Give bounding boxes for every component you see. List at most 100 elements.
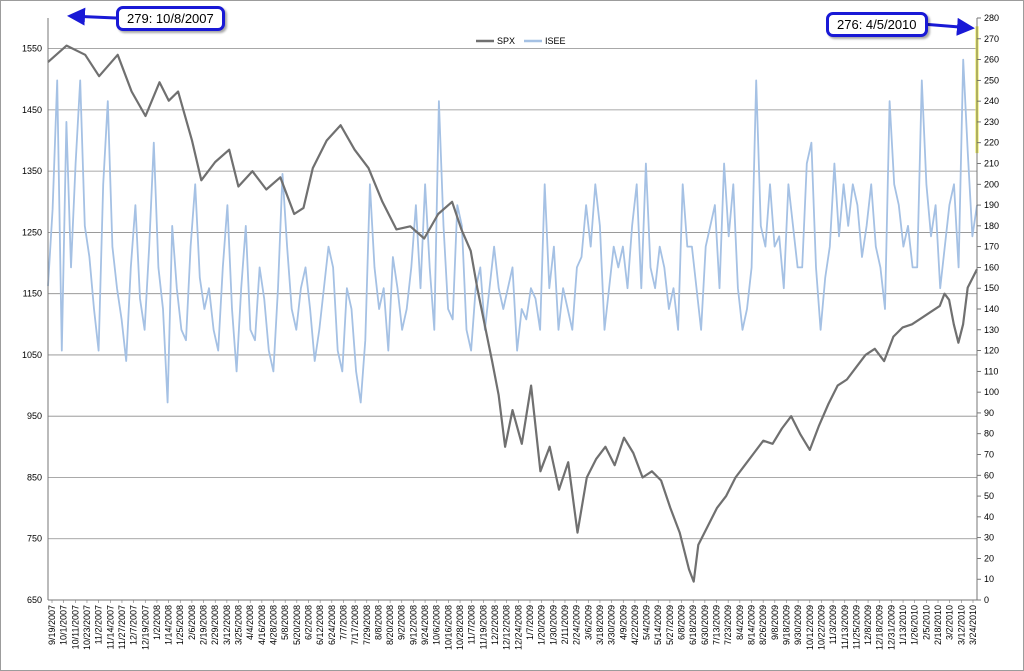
y-right-tick-label: 10	[984, 574, 994, 584]
x-tick-label: 10/11/2007	[70, 605, 80, 649]
y-left-tick-label: 950	[27, 411, 42, 421]
x-tick-label: 6/8/2009	[677, 605, 687, 640]
y-right-tick-label: 190	[984, 200, 999, 210]
x-tick-label: 12/31/2009	[886, 605, 896, 650]
series-layer	[47, 44, 978, 583]
x-tick-label: 10/28/2008	[455, 605, 465, 650]
y-right-tick-label: 270	[984, 34, 999, 44]
x-tick-label: 2/24/2009	[572, 605, 582, 645]
y-right-tick-label: 70	[984, 450, 994, 460]
x-tick-label: 10/12/2009	[805, 605, 815, 650]
y-right-tick-label: 150	[984, 283, 999, 293]
x-tick-label: 10/22/2009	[816, 605, 826, 650]
x-tick-label: 8/26/2009	[758, 605, 768, 645]
x-tick-label: 12/19/2007	[140, 605, 150, 650]
y-right-tick-label: 60	[984, 470, 994, 480]
x-tick-label: 10/1/2007	[59, 605, 69, 645]
x-tick-label: 9/24/2008	[420, 605, 430, 645]
annotation-callout-start: 279: 10/8/2007	[116, 6, 225, 31]
x-tick-label: 4/28/2008	[269, 605, 279, 645]
x-tick-label: 10/16/2008	[443, 605, 453, 650]
x-tick-label: 5/27/2009	[665, 605, 675, 645]
x-tick-label: 11/27/2007	[117, 605, 127, 649]
y-right-tick-label: 40	[984, 512, 994, 522]
x-tick-label: 12/2/2008	[490, 605, 500, 645]
y-right-tick-label: 220	[984, 138, 999, 148]
x-tick-label: 2/6/2008	[187, 605, 197, 640]
x-tick-label: 12/8/2009	[863, 605, 873, 645]
y-right-tick-label: 240	[984, 96, 999, 106]
x-tick-label: 1/30/2009	[548, 605, 558, 645]
x-tick-label: 1/26/2010	[910, 605, 920, 645]
x-tick-label: 5/8/2008	[280, 605, 290, 640]
x-tick-label: 3/24/2010	[968, 605, 978, 645]
x-tick-label: 11/25/2009	[851, 605, 861, 649]
x-tick-label: 9/2/2008	[397, 605, 407, 640]
y-right-tick-label: 200	[984, 179, 999, 189]
x-tick-label: 10/23/2007	[82, 605, 92, 650]
y-right-tick-label: 120	[984, 346, 999, 356]
x-tick-label: 8/20/2008	[385, 605, 395, 645]
x-tick-label: 1/2/2008	[152, 605, 162, 640]
y-left-tick-label: 1050	[22, 350, 42, 360]
x-tick-label: 11/2/2007	[94, 605, 104, 644]
x-tick-label: 1/25/2008	[175, 605, 185, 645]
y-right-tick-label: 280	[984, 13, 999, 23]
x-tick-label: 4/16/2008	[257, 605, 267, 645]
y-left-tick-label: 1550	[22, 44, 42, 54]
x-tick-label: 1/14/2008	[164, 605, 174, 645]
y-left-tick-label: 1250	[22, 227, 42, 237]
x-tick-label: 11/13/2009	[840, 605, 850, 649]
y-right-tick-label: 110	[984, 366, 998, 376]
x-tick-label: 9/30/2009	[793, 605, 803, 645]
x-tick-label: 3/6/2009	[583, 605, 593, 640]
x-tick-label: 3/25/2008	[234, 605, 244, 645]
y-left-tick-label: 1350	[22, 166, 42, 176]
x-tick-label: 6/2/2008	[303, 605, 313, 640]
x-tick-label: 8/4/2009	[735, 605, 745, 640]
annotation-arrows	[67, 7, 975, 36]
x-tick-label: 9/8/2009	[770, 605, 780, 640]
x-tick-label: 5/14/2009	[653, 605, 663, 645]
y-right-tick-label: 30	[984, 533, 994, 543]
x-tick-label: 1/7/2009	[525, 605, 535, 640]
axes: 650 750 850 950 1050 1150 1250 1350 1450 1550 0 10 2…	[22, 13, 999, 650]
x-tick-label: 12/7/2007	[129, 605, 139, 645]
x-tick-label: 3/30/2009	[607, 605, 617, 645]
x-tick-label: 6/30/2009	[700, 605, 710, 645]
legend-label-spx: SPX	[497, 36, 515, 46]
x-tick-label: 8/8/2008	[373, 605, 383, 640]
legend: SPX ISEE	[476, 36, 566, 46]
x-tick-label: 1/20/2009	[537, 605, 547, 645]
y-left-tick-label: 1450	[22, 105, 42, 115]
legend-label-isee: ISEE	[545, 36, 566, 46]
x-tick-label: 7/7/2008	[338, 605, 348, 640]
x-tick-label: 11/3/2009	[828, 605, 838, 644]
x-tick-label: 12/24/2008	[513, 605, 523, 650]
x-tick-label: 6/12/2008	[315, 605, 325, 645]
y-right-tick-label: 180	[984, 221, 999, 231]
x-tick-label: 2/18/2010	[933, 605, 943, 645]
y-left-tick-label: 650	[27, 595, 42, 605]
x-tick-label: 3/18/2009	[595, 605, 605, 645]
y-left-tick-label: 850	[27, 472, 42, 482]
x-tick-label: 6/18/2009	[688, 605, 698, 645]
y-right-tick-label: 100	[984, 387, 999, 397]
arrow-end	[921, 17, 975, 36]
x-tick-label: 7/13/2009	[712, 605, 722, 645]
series-line-isee	[47, 58, 978, 404]
y-left-tick-label: 750	[27, 534, 42, 544]
y-right-tick-label: 230	[984, 117, 999, 127]
y-right-tick-label: 250	[984, 75, 999, 85]
x-tick-label: 9/19/2007	[47, 605, 57, 645]
x-tick-label: 8/14/2009	[746, 605, 756, 645]
x-tick-label: 12/18/2009	[875, 605, 885, 650]
x-tick-label: 2/29/2008	[210, 605, 220, 645]
x-tick-label: 12/12/2008	[502, 605, 512, 650]
x-tick-label: 4/22/2009	[630, 605, 640, 645]
x-tick-label: 7/29/2008	[362, 605, 372, 645]
y-right-tick-label: 90	[984, 408, 994, 418]
x-tick-label: 2/19/2008	[199, 605, 209, 645]
